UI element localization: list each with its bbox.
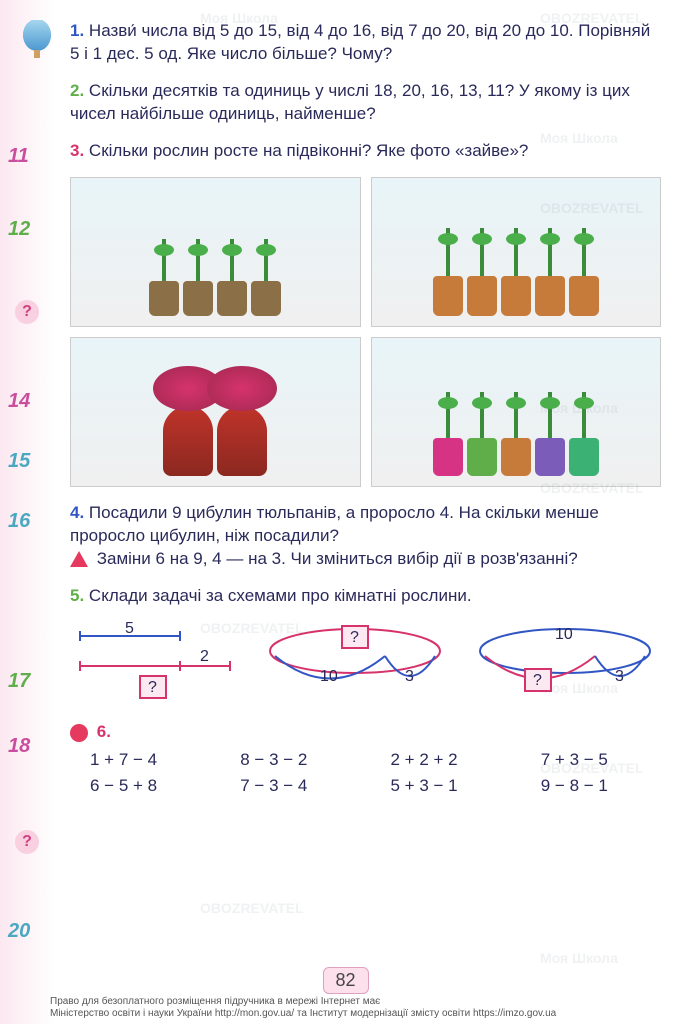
question-mark-icon: ? (15, 300, 39, 324)
svg-text:3: 3 (405, 668, 414, 685)
task-3-text: Скільки рослин росте на підвіконні? Яке … (89, 141, 528, 160)
circle-icon (70, 724, 88, 742)
margin-number: 18 (8, 735, 30, 758)
task-1-text: Назви́ числа від 5 до 15, від 4 до 16, в… (70, 21, 650, 63)
ex6-item: 6 − 5 + 8 (90, 776, 210, 796)
footer-line2: Міністерство освіти і науки України http… (50, 1008, 556, 1020)
margin-number: 17 (8, 670, 30, 693)
task-4b-text: Заміни 6 на 9, 4 — на 3. Чи зміниться ви… (97, 549, 578, 568)
svg-text:?: ? (533, 672, 542, 689)
schema-3: 10 ? 3 (470, 621, 660, 711)
question-mark-icon: ? (15, 830, 39, 854)
footer-text: Право для безоплатного розміщення підруч… (50, 996, 556, 1020)
ex6-item: 2 + 2 + 2 (391, 750, 511, 770)
page-number: 82 (322, 967, 368, 994)
task-1-num: 1. (70, 21, 84, 40)
task-2-text: Скільки десятків та одиниць у числі 18, … (70, 81, 630, 123)
margin-number: 12 (8, 218, 30, 241)
photo-flower-pots (371, 177, 662, 327)
watermark: Моя Школа (540, 950, 618, 966)
plant-photos-grid (70, 177, 661, 487)
task-5-num: 5. (70, 586, 84, 605)
task-4: 4. Посадили 9 цибулин тюльпанів, а проро… (70, 502, 661, 571)
triangle-icon (70, 551, 88, 567)
task-4-text: Посадили 9 цибулин тюльпанів, а проросло… (70, 503, 599, 545)
balloon-icon (20, 20, 55, 65)
task-1: 1. Назви́ числа від 5 до 15, від 4 до 16… (70, 20, 661, 66)
task-4-num: 4. (70, 503, 84, 522)
margin-number: 16 (8, 510, 30, 533)
svg-text:10: 10 (320, 668, 338, 685)
exercise-6-grid: 1 + 7 − 4 8 − 3 − 2 2 + 2 + 2 7 + 3 − 5 6 − … (90, 750, 661, 796)
svg-text:2: 2 (200, 648, 209, 665)
page-content: 1. Назви́ числа від 5 до 15, від 4 до 16… (0, 0, 691, 816)
margin-number: 20 (8, 920, 30, 943)
footer-line1: Право для безоплатного розміщення підруч… (50, 996, 556, 1008)
svg-text:3: 3 (615, 668, 624, 685)
photo-bulbs (70, 177, 361, 327)
task-6: 6. (70, 721, 661, 744)
margin-number: 15 (8, 450, 30, 473)
task-6-num: 6. (97, 722, 111, 741)
ex6-item: 1 + 7 − 4 (90, 750, 210, 770)
svg-text:?: ? (148, 679, 157, 696)
ex6-item: 5 + 3 − 1 (391, 776, 511, 796)
schema-1: 5 2 ? (70, 621, 240, 711)
margin-number: 11 (8, 145, 29, 168)
photo-roses-vases (70, 337, 361, 487)
ex6-item: 8 − 3 − 2 (240, 750, 360, 770)
task-5-text: Склади задачі за схемами про кімнатні ро… (89, 586, 472, 605)
schemas-row: 5 2 ? ? 10 3 10 ? 3 (70, 621, 661, 711)
svg-text:?: ? (350, 629, 359, 646)
task-2-num: 2. (70, 81, 84, 100)
margin-number: 14 (8, 390, 30, 413)
ex6-item: 7 − 3 − 4 (240, 776, 360, 796)
task-3: 3. Скільки рослин росте на підвіконні? Я… (70, 140, 661, 163)
watermark: OBOZREVATEL (200, 900, 304, 916)
schema-2: ? 10 3 (260, 621, 450, 711)
photo-seedlings (371, 337, 662, 487)
svg-text:5: 5 (125, 621, 134, 637)
task-5: 5. Склади задачі за схемами про кімнатні… (70, 585, 661, 608)
svg-text:10: 10 (555, 626, 573, 643)
ex6-item: 7 + 3 − 5 (541, 750, 661, 770)
task-3-num: 3. (70, 141, 84, 160)
ex6-item: 9 − 8 − 1 (541, 776, 661, 796)
task-2: 2. Скільки десятків та одиниць у числі 1… (70, 80, 661, 126)
